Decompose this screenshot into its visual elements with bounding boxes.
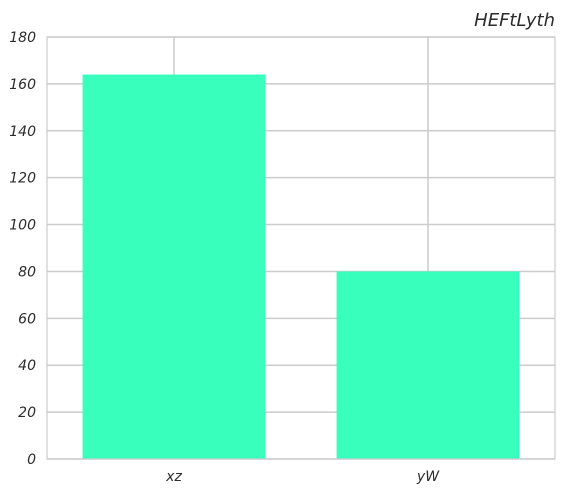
x-axis-tick-labels: xz yW (165, 469, 440, 485)
bars (82, 74, 520, 459)
y-tick-label: 20 (18, 405, 36, 421)
y-tick-label: 80 (18, 264, 36, 280)
bar-yW (336, 271, 520, 459)
bar-xz (82, 74, 266, 459)
chart-title: HEFtLyth (474, 10, 555, 31)
x-tick-label: yW (416, 469, 440, 485)
y-tick-label: 120 (9, 171, 36, 187)
y-axis-tick-labels: 0 20 40 60 80 100 120 140 160 180 (9, 30, 36, 468)
x-tick-label: xz (165, 469, 182, 485)
y-tick-label: 0 (27, 452, 36, 468)
y-tick-label: 180 (9, 30, 36, 46)
y-tick-label: 60 (18, 311, 36, 327)
plot-frame (46, 36, 556, 460)
y-tick-label: 140 (9, 124, 36, 140)
y-tick-label: 40 (18, 358, 36, 374)
y-tick-label: 100 (9, 218, 36, 234)
y-tick-label: 160 (9, 77, 36, 93)
